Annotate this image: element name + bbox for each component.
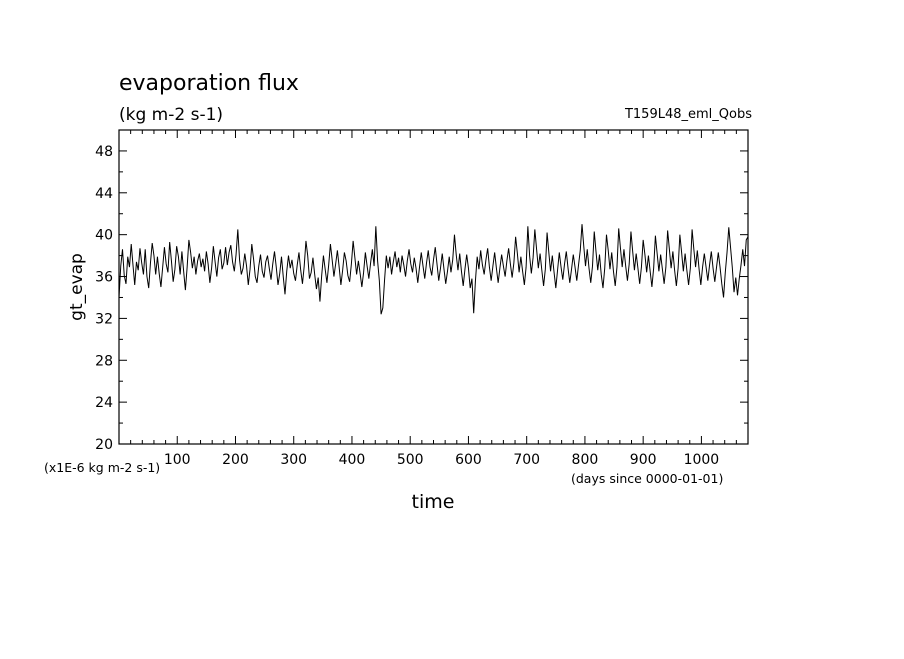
x-tick-label: 300 — [280, 452, 307, 468]
x-axis-units: (days since 0000-01-01) — [571, 471, 723, 486]
y-tick-label: 20 — [95, 437, 113, 453]
y-tick-label: 28 — [95, 353, 113, 369]
y-tick-label: 44 — [95, 186, 113, 202]
run-annotation: T159L48_eml_Qobs — [624, 107, 752, 122]
y-tick-label: 40 — [95, 228, 113, 244]
plot-frame — [118, 129, 749, 445]
x-tick-label: 100 — [164, 452, 191, 468]
y-tick-label: 48 — [95, 144, 113, 160]
y-tick-label: 36 — [95, 270, 113, 286]
y-axis-label: gt_evap — [67, 253, 87, 321]
chart-subtitle: (kg m-2 s-1) — [119, 105, 223, 125]
y-axis-tick-labels: 20 24 28 32 36 40 44 48 — [95, 144, 113, 453]
x-tick-label: 400 — [339, 452, 366, 468]
y-axis-ticks — [119, 129, 748, 445]
x-axis-ticks — [130, 130, 737, 444]
y-tick-label: 24 — [95, 395, 113, 411]
x-tick-label: 600 — [455, 452, 482, 468]
y-tick-label: 32 — [95, 311, 113, 327]
x-axis-label: time — [412, 491, 455, 513]
x-tick-label: 700 — [513, 452, 540, 468]
series-line-gt-evap — [118, 224, 749, 315]
x-tick-label: 800 — [572, 452, 599, 468]
x-tick-label: 900 — [630, 452, 657, 468]
x-axis-tick-labels: 100 200 300 400 500 600 700 800 900 1000 — [164, 452, 719, 468]
chart-title: evaporation flux — [119, 71, 299, 96]
x-tick-label: 500 — [397, 452, 424, 468]
x-tick-label: 1000 — [684, 452, 720, 468]
x-tick-label: 200 — [222, 452, 249, 468]
y-axis-units: (x1E-6 kg m-2 s-1) — [44, 460, 160, 475]
